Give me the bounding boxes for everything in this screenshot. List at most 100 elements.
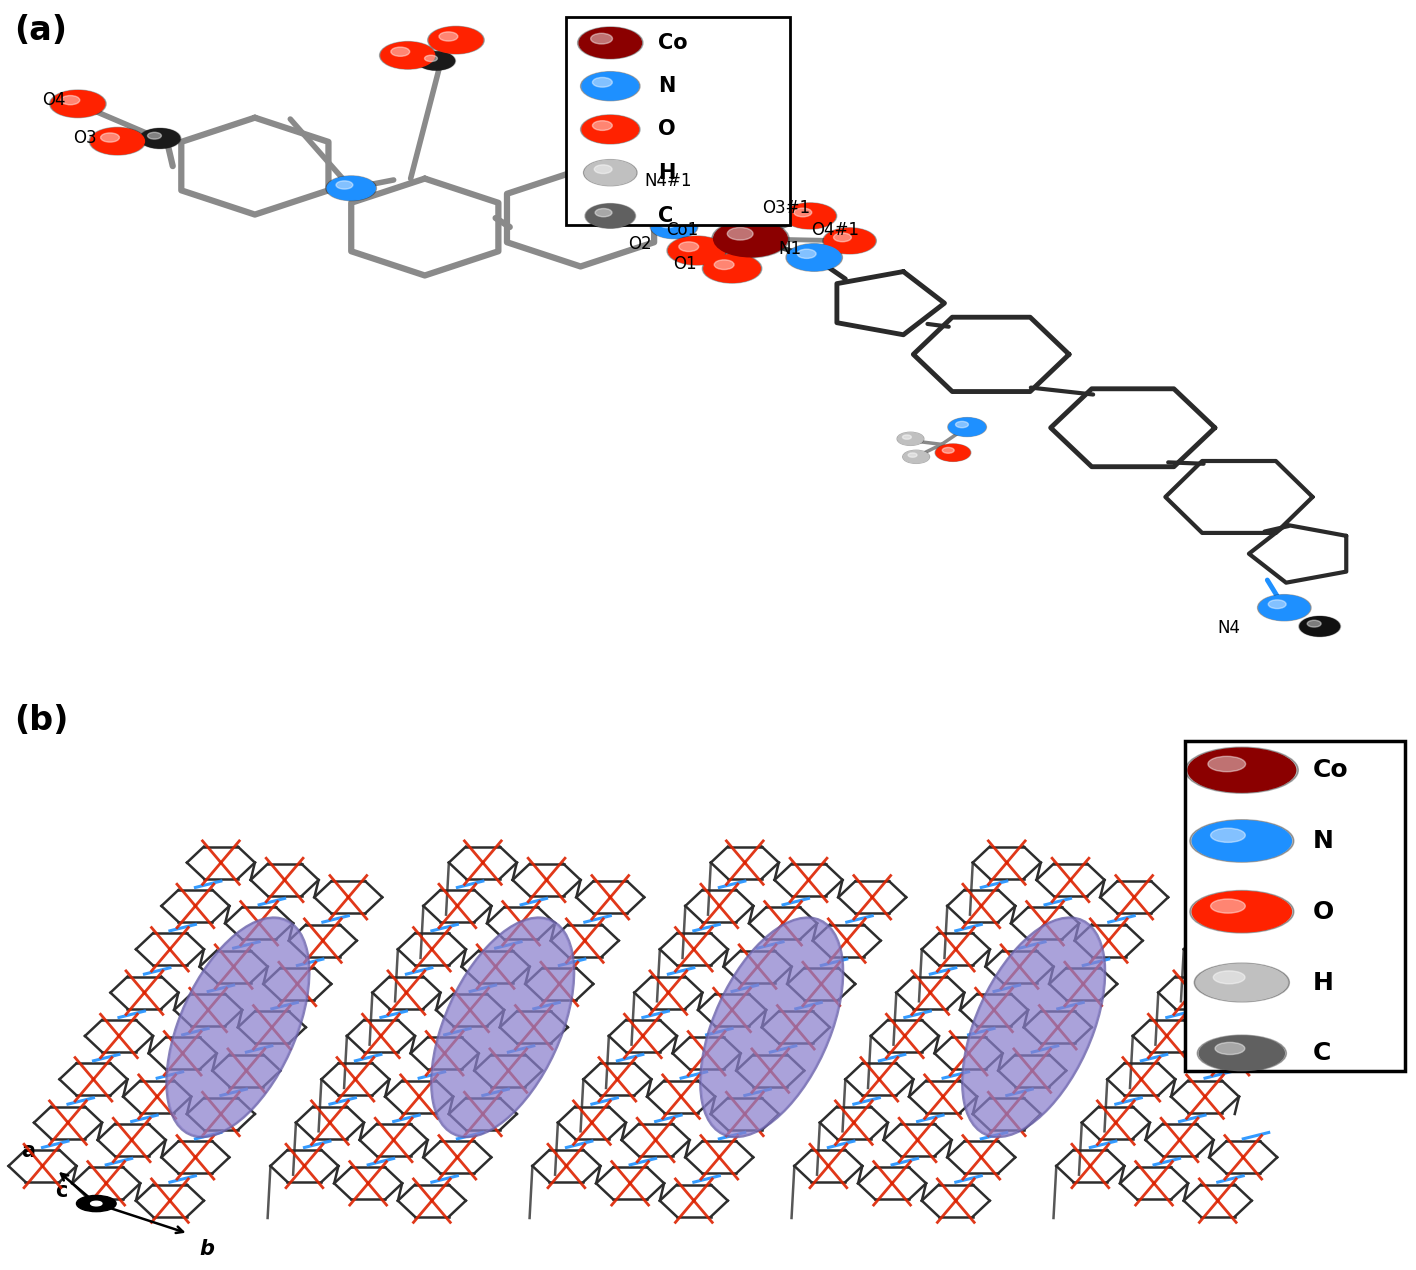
- Circle shape: [582, 72, 639, 100]
- Circle shape: [935, 444, 971, 461]
- Circle shape: [1189, 890, 1294, 933]
- Circle shape: [379, 42, 436, 69]
- Circle shape: [794, 208, 811, 217]
- Circle shape: [1259, 596, 1310, 620]
- Circle shape: [1269, 599, 1286, 608]
- Text: Co: Co: [658, 33, 688, 53]
- Circle shape: [715, 187, 735, 196]
- Circle shape: [949, 418, 986, 436]
- Circle shape: [89, 127, 146, 155]
- Circle shape: [786, 244, 843, 272]
- Ellipse shape: [167, 918, 309, 1137]
- Circle shape: [1300, 617, 1340, 636]
- Circle shape: [702, 254, 762, 283]
- Circle shape: [595, 208, 612, 217]
- Circle shape: [51, 90, 105, 117]
- Ellipse shape: [963, 918, 1104, 1137]
- Circle shape: [418, 52, 455, 70]
- Circle shape: [704, 180, 763, 210]
- Circle shape: [147, 132, 161, 140]
- Circle shape: [50, 90, 106, 118]
- Circle shape: [714, 260, 733, 269]
- Text: H: H: [1313, 970, 1334, 994]
- Circle shape: [581, 71, 640, 100]
- Circle shape: [592, 77, 612, 88]
- Text: O2: O2: [629, 235, 651, 253]
- Text: O3#1: O3#1: [762, 198, 810, 217]
- Circle shape: [579, 28, 641, 58]
- Circle shape: [582, 116, 639, 144]
- Text: O4#1: O4#1: [811, 221, 860, 239]
- Circle shape: [590, 33, 613, 44]
- Circle shape: [898, 433, 923, 444]
- Circle shape: [585, 203, 636, 229]
- Text: N4#1: N4#1: [644, 173, 692, 190]
- Text: O3: O3: [74, 130, 96, 147]
- Text: O1: O1: [674, 255, 697, 273]
- Circle shape: [783, 203, 837, 229]
- Circle shape: [651, 216, 697, 237]
- Circle shape: [1215, 1043, 1245, 1054]
- Circle shape: [908, 453, 918, 457]
- Circle shape: [678, 241, 698, 251]
- Text: H: H: [658, 163, 675, 183]
- Circle shape: [1192, 820, 1291, 861]
- Circle shape: [712, 220, 789, 258]
- Circle shape: [903, 451, 929, 464]
- Circle shape: [834, 232, 851, 241]
- Circle shape: [91, 128, 144, 155]
- Text: O4: O4: [42, 91, 65, 109]
- Circle shape: [1197, 964, 1287, 1001]
- Circle shape: [326, 177, 377, 201]
- Circle shape: [787, 244, 841, 271]
- Circle shape: [898, 432, 923, 446]
- Text: N: N: [658, 76, 675, 97]
- Circle shape: [336, 180, 353, 189]
- Circle shape: [1208, 757, 1246, 772]
- Circle shape: [667, 236, 726, 265]
- Text: O: O: [658, 119, 675, 140]
- Ellipse shape: [432, 918, 573, 1137]
- Circle shape: [391, 47, 409, 56]
- Circle shape: [1214, 970, 1245, 984]
- Circle shape: [668, 236, 725, 264]
- Circle shape: [381, 42, 435, 69]
- Circle shape: [728, 227, 753, 240]
- Circle shape: [1192, 892, 1291, 932]
- Text: C: C: [658, 206, 674, 226]
- Text: C: C: [1313, 1041, 1331, 1066]
- Circle shape: [903, 451, 929, 464]
- Text: N4: N4: [1218, 620, 1240, 638]
- Circle shape: [439, 32, 457, 41]
- Text: (a): (a): [14, 14, 67, 47]
- Circle shape: [586, 204, 634, 227]
- Circle shape: [416, 52, 456, 70]
- Circle shape: [61, 95, 79, 104]
- Text: b: b: [200, 1240, 215, 1260]
- Circle shape: [428, 27, 484, 53]
- Circle shape: [824, 229, 875, 253]
- Ellipse shape: [701, 918, 843, 1137]
- Text: (b): (b): [14, 704, 68, 737]
- Circle shape: [139, 128, 181, 149]
- Text: c: c: [55, 1181, 68, 1200]
- Circle shape: [592, 121, 612, 131]
- FancyBboxPatch shape: [1185, 742, 1405, 1071]
- Circle shape: [1211, 899, 1245, 913]
- Circle shape: [1298, 616, 1341, 636]
- Circle shape: [1211, 828, 1245, 842]
- Text: O: O: [1313, 899, 1334, 923]
- Circle shape: [650, 216, 698, 239]
- Circle shape: [76, 1195, 116, 1212]
- Circle shape: [595, 165, 612, 174]
- Text: Co: Co: [1313, 758, 1348, 782]
- Circle shape: [704, 255, 760, 282]
- Circle shape: [101, 133, 119, 142]
- Circle shape: [583, 160, 637, 185]
- Circle shape: [91, 1201, 102, 1205]
- Circle shape: [1189, 819, 1294, 862]
- Circle shape: [1194, 963, 1290, 1002]
- Circle shape: [936, 444, 970, 461]
- Circle shape: [578, 27, 643, 58]
- Circle shape: [585, 160, 636, 185]
